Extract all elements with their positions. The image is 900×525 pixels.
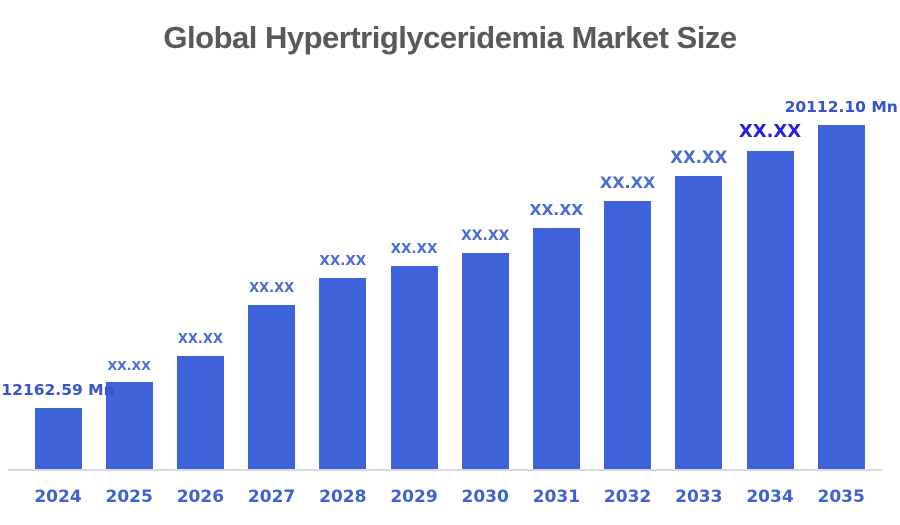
bar-2028 <box>319 278 367 469</box>
bar-2027 <box>248 305 296 469</box>
value-label-2031: XX.XX <box>529 200 584 219</box>
bar-2032 <box>604 201 652 469</box>
x-axis-line <box>8 469 882 471</box>
x-axis-label-2030: 2030 <box>461 487 509 507</box>
x-axis-label-2026: 2026 <box>176 487 225 507</box>
bar-2025 <box>105 382 153 469</box>
value-label-2034: XX.XX <box>738 121 802 142</box>
value-label-2024: 12162.59 Mn <box>1 380 115 399</box>
x-axis-label-2032: 2032 <box>603 487 652 507</box>
value-label-2025: XX.XX <box>107 357 151 373</box>
bar-2030 <box>461 253 509 469</box>
bar-2024 <box>34 408 82 469</box>
bar-2031 <box>532 228 580 469</box>
bar-2034 <box>746 151 794 469</box>
value-label-2026: XX.XX <box>177 332 223 347</box>
x-axis-label-2035: 2035 <box>817 487 865 507</box>
chart-title: Global Hypertriglyceridemia Market Size <box>163 20 737 55</box>
value-label-2033: XX.XX <box>670 147 728 167</box>
value-label-2035: 20112.10 Mn <box>784 97 898 116</box>
value-label-2032: XX.XX <box>599 173 656 192</box>
x-axis-label-2029: 2029 <box>390 487 438 507</box>
x-axis-label-2025: 2025 <box>105 487 153 507</box>
x-axis-label-2033: 2033 <box>675 487 723 507</box>
bar-2029 <box>390 266 438 469</box>
x-axis-label-2027: 2027 <box>247 487 296 507</box>
bar-2033 <box>675 176 723 469</box>
x-axis-label-2028: 2028 <box>319 487 367 507</box>
value-label-2030: XX.XX <box>460 228 510 244</box>
bar-2035 <box>817 125 865 469</box>
x-axis-label-2024: 2024 <box>34 487 82 507</box>
x-axis-label-2031: 2031 <box>532 487 581 507</box>
value-label-2028: XX.XX <box>319 252 367 269</box>
bar-2026 <box>176 356 224 469</box>
value-label-2027: XX.XX <box>249 281 295 296</box>
value-label-2029: XX.XX <box>390 240 438 257</box>
x-axis-label-2034: 2034 <box>746 487 794 507</box>
